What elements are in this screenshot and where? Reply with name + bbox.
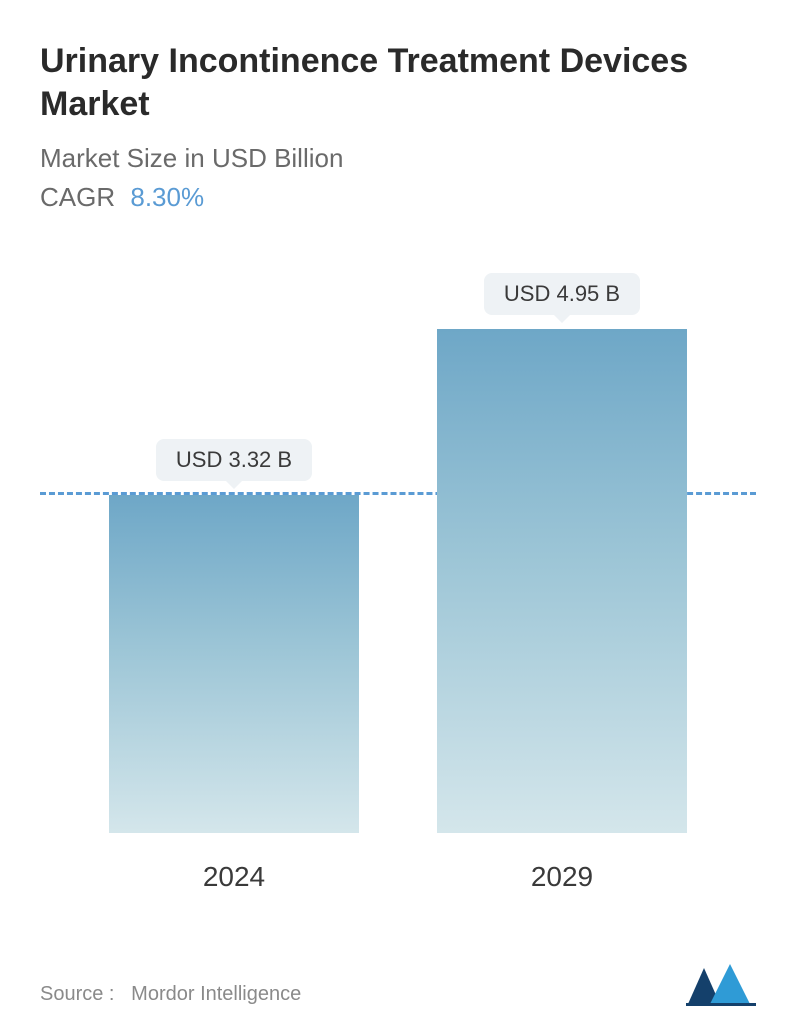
bars-wrap: USD 3.32 B USD 4.95 B <box>40 273 756 833</box>
x-label-0: 2024 <box>109 861 359 893</box>
chart-title: Urinary Incontinence Treatment Devices M… <box>40 40 756 125</box>
cagr-row: CAGR 8.30% <box>40 182 756 213</box>
source-label: Source : <box>40 983 114 1005</box>
brand-logo-icon <box>686 962 756 1006</box>
bar-1 <box>437 329 687 833</box>
bar-group-0: USD 3.32 B <box>109 439 359 833</box>
value-pill-0: USD 3.32 B <box>156 439 312 481</box>
bar-group-1: USD 4.95 B <box>437 273 687 833</box>
x-axis-labels: 2024 2029 <box>40 861 756 893</box>
bar-0 <box>109 495 359 833</box>
source-name: Mordor Intelligence <box>131 983 301 1005</box>
chart-container: Urinary Incontinence Treatment Devices M… <box>0 0 796 1034</box>
cagr-label: CAGR <box>40 182 115 212</box>
chart-area: USD 3.32 B USD 4.95 B 2024 2029 <box>40 253 756 893</box>
chart-subtitle: Market Size in USD Billion <box>40 143 756 174</box>
x-label-1: 2029 <box>437 861 687 893</box>
value-pill-1: USD 4.95 B <box>484 273 640 315</box>
chart-footer: Source : Mordor Intelligence <box>40 962 756 1006</box>
cagr-value: 8.30% <box>130 182 204 212</box>
source-text: Source : Mordor Intelligence <box>40 983 301 1006</box>
